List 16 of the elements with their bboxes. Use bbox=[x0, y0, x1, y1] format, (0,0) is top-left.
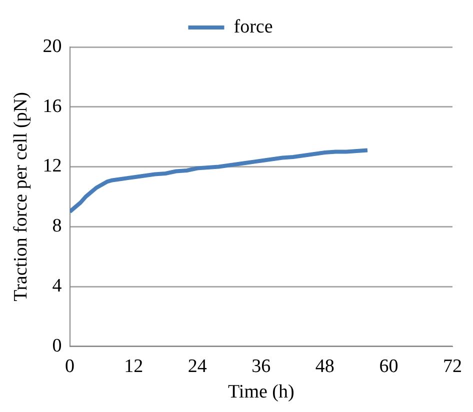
x-tick-label: 24 bbox=[188, 356, 208, 377]
y-tick-label: 0 bbox=[52, 335, 62, 356]
x-tick-label: 12 bbox=[124, 356, 144, 377]
x-tick-label: 36 bbox=[252, 356, 271, 377]
y-tick-label: 4 bbox=[52, 276, 62, 297]
legend-label: force bbox=[234, 16, 273, 38]
y-tick-label: 12 bbox=[42, 156, 62, 177]
x-tick-label: 48 bbox=[315, 356, 334, 377]
y-axis-title: Traction force per cell (pN) bbox=[10, 92, 32, 302]
y-tick-label: 16 bbox=[42, 96, 62, 117]
y-tick-label: 20 bbox=[42, 36, 62, 57]
x-axis-title: Time (h) bbox=[228, 382, 294, 403]
y-tick-label: 8 bbox=[52, 216, 62, 237]
x-tick-label: 60 bbox=[379, 356, 398, 377]
x-tick-label: 72 bbox=[443, 356, 462, 377]
x-tick-label: 0 bbox=[65, 356, 75, 377]
